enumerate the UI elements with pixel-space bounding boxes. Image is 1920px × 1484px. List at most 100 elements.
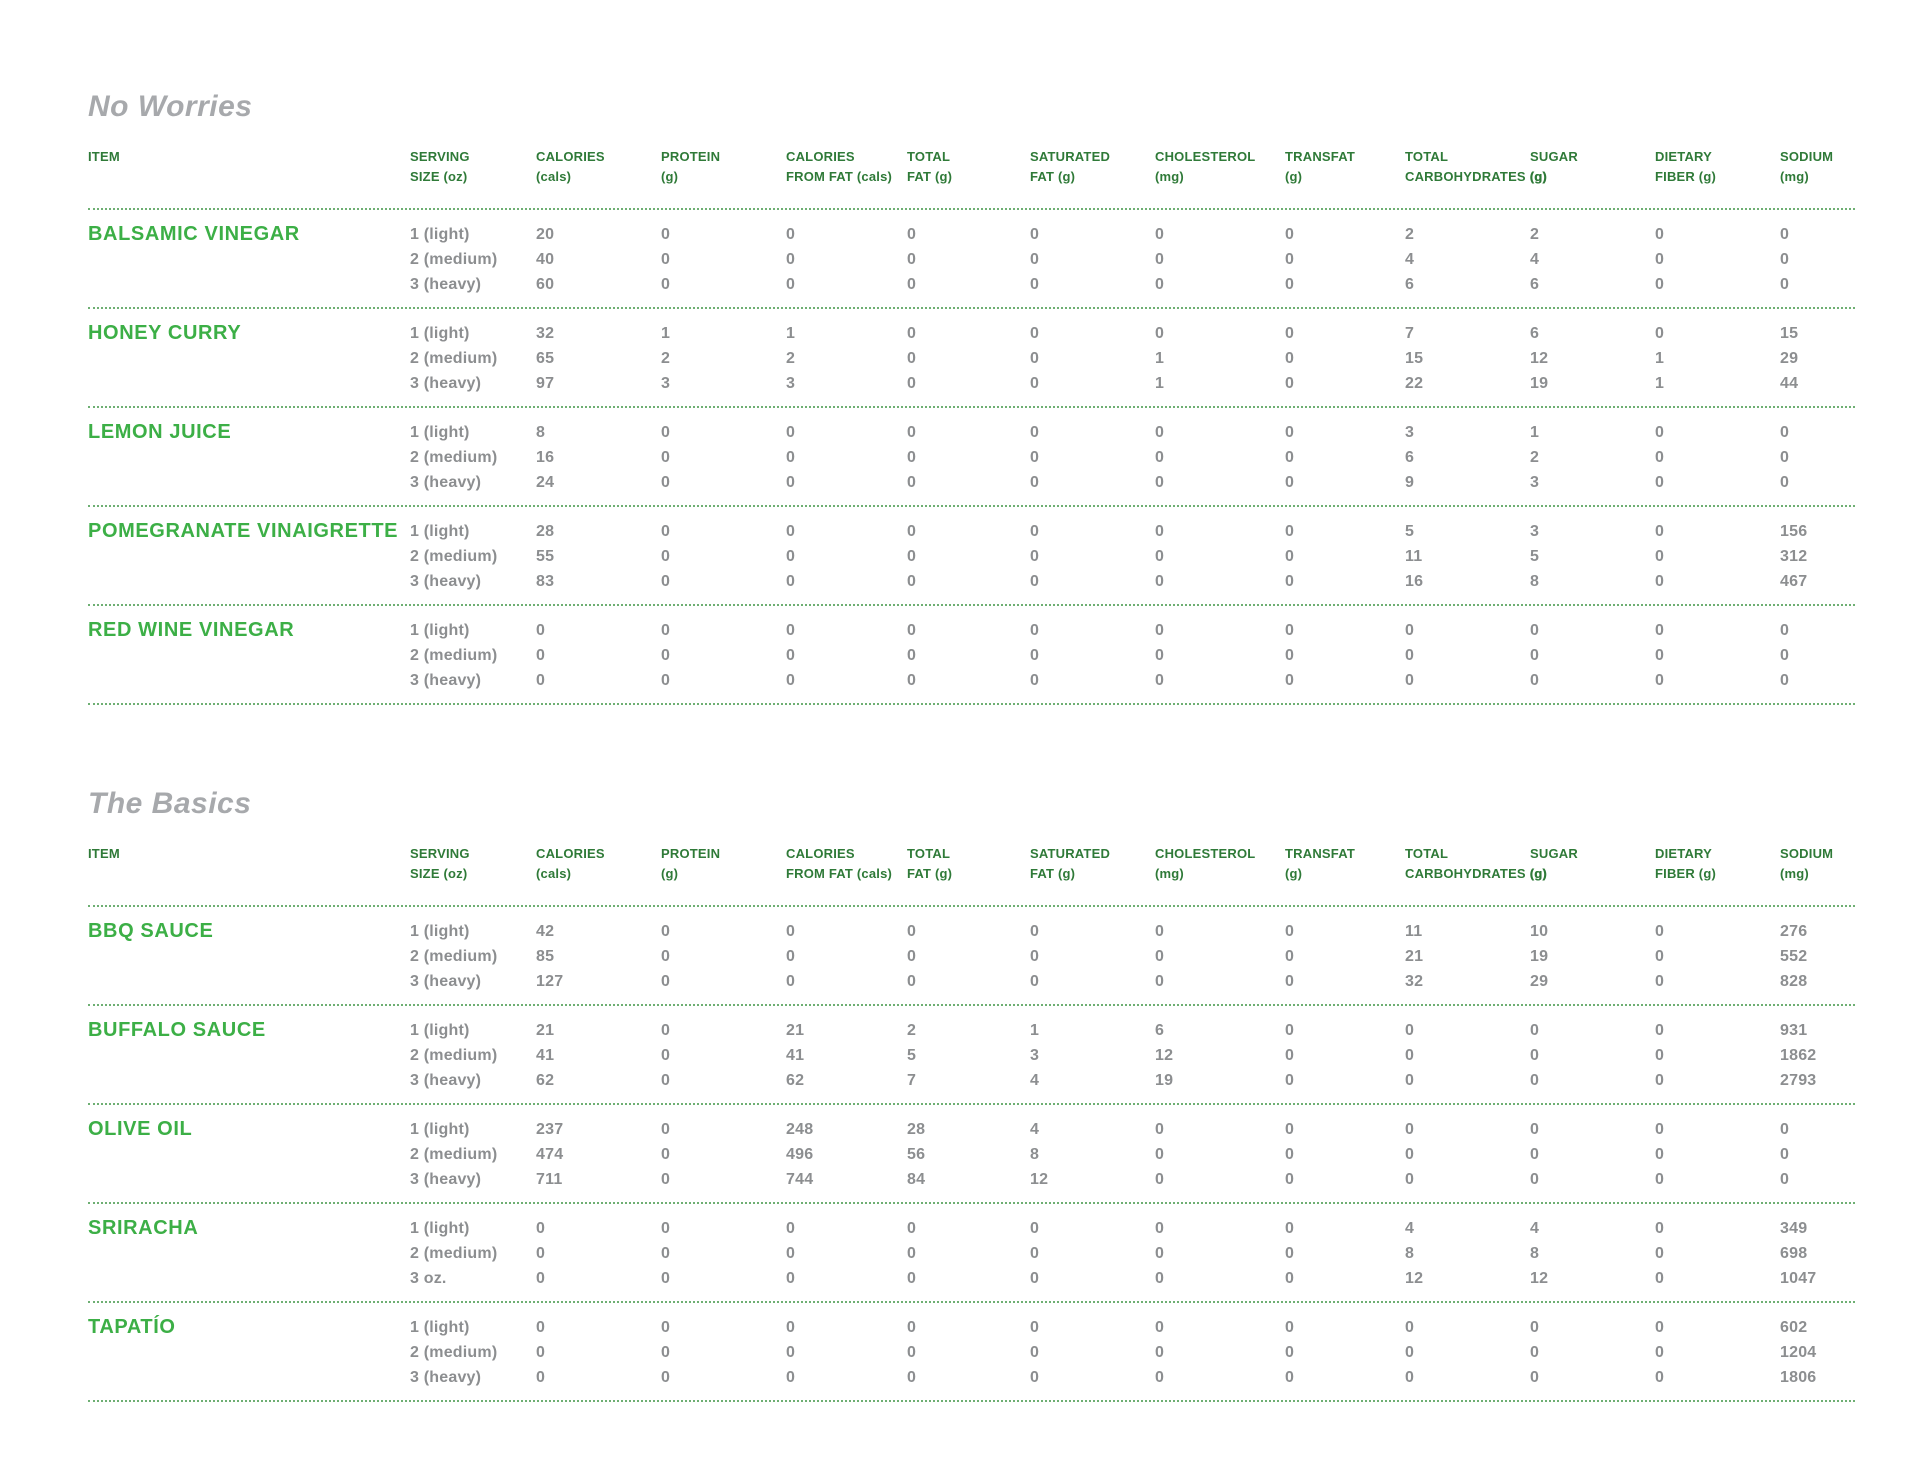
nutrition-value: 0 [661,276,671,293]
nutrition-value: 0 [1155,1344,1165,1361]
nutrition-value: 0 [907,350,917,367]
nutrition-value: 0 [1155,548,1165,565]
nutrition-value: 0 [907,474,917,491]
nutrition-value: 0 [1030,1270,1040,1287]
nutrition-value: 85 [536,948,555,965]
nutrition-value: 0 [1030,647,1040,664]
nutrition-value: 0 [661,548,671,565]
nutrition-value: 0 [907,923,917,940]
nutrition-value: 19 [1530,948,1549,965]
nutrition-value: 0 [1285,573,1295,590]
nutrition-value: 0 [1655,973,1665,990]
dotted-separator [88,604,1855,606]
nutrition-value: 0 [1405,1146,1415,1163]
nutrition-value: 0 [661,923,671,940]
nutrition-value: 0 [1285,474,1295,491]
section-the-basics: The Basics ITEM SERVING SIZE (oz) CALORIES(… [88,787,1855,1414]
nutrition-value: 0 [907,251,917,268]
nutrition-value: 0 [1155,1245,1165,1262]
nutrition-value: 276 [1780,923,1808,940]
nutrition-value: 0 [1285,251,1295,268]
nutrition-value: 0 [1655,276,1665,293]
nutrition-value: 0 [907,672,917,689]
dotted-separator [88,1103,1855,1105]
nutrition-value: 0 [661,449,671,466]
nutrition-value: 7 [907,1072,917,1089]
nutrition-value: 0 [536,1344,546,1361]
nutrition-value: 22 [1405,375,1424,392]
nutrition-value: 4 [1405,251,1415,268]
nutrition-value: 0 [1655,672,1665,689]
nutrition-value: 0 [1655,325,1665,342]
nutrition-value: 8 [1530,1245,1540,1262]
nutrition-value: 0 [1030,1245,1040,1262]
nutrition-value: 0 [786,1319,796,1336]
nutrition-value: 29 [1780,350,1799,367]
nutrition-value: 0 [1030,424,1040,441]
nutrition-value: 0 [1530,1344,1540,1361]
nutrition-value: 0 [1030,226,1040,243]
nutrition-value: 0 [786,276,796,293]
column-header: DIETARY FIBER (g) [1655,846,1717,881]
nutrition-value: 0 [907,1319,917,1336]
nutrition-value: 0 [1530,672,1540,689]
serving-size: 3 (heavy) [410,276,482,293]
nutrition-value: 2 [907,1022,917,1039]
nutrition-value: 41 [536,1047,555,1064]
nutrition-value: 0 [786,622,796,639]
nutrition-value: 0 [1030,1220,1040,1237]
nutrition-value: 0 [1405,1369,1415,1386]
nutrition-value: 12 [1530,350,1549,367]
nutrition-value: 0 [1285,1047,1295,1064]
item-name: POMEGRANATE VINAIGRETTE [88,520,399,542]
nutrition-value: 0 [1405,622,1415,639]
nutrition-value: 1047 [1780,1270,1817,1287]
nutrition-value: 10 [1530,923,1549,940]
dotted-separator [88,406,1855,408]
nutrition-value: 0 [661,1072,671,1089]
nutrition-value: 8 [1530,573,1540,590]
nutrition-value: 21 [536,1022,555,1039]
nutrition-value: 19 [1530,375,1549,392]
nutrition-value: 0 [661,424,671,441]
nutrition-value: 0 [1780,1171,1790,1188]
nutrition-value: 1 [1655,350,1665,367]
dotted-separator [88,703,1855,705]
nutrition-value: 0 [661,1171,671,1188]
nutrition-value: 0 [1155,647,1165,664]
nutrition-value: 11 [1405,548,1423,565]
nutrition-value: 15 [1405,350,1424,367]
nutrition-value: 0 [1530,1146,1540,1163]
nutrition-value: 0 [1285,1245,1295,1262]
nutrition-value: 0 [1030,548,1040,565]
nutrition-value: 41 [786,1047,805,1064]
column-header: ITEM [88,149,120,164]
nutrition-value: 12 [1405,1270,1424,1287]
serving-size: 1 (light) [410,226,470,243]
nutrition-value: 0 [1285,1319,1295,1336]
nutrition-value: 0 [1405,1319,1415,1336]
nutrition-value: 0 [661,1344,671,1361]
nutrition-value: 0 [1655,1369,1665,1386]
nutrition-value: 0 [1155,424,1165,441]
nutrition-value: 0 [1285,923,1295,940]
nutrition-value: 1 [1030,1022,1040,1039]
nutrition-value: 237 [536,1121,564,1138]
column-header: PROTEIN (g) [661,846,721,881]
nutrition-value: 0 [1030,948,1040,965]
column-header: SATURATED FAT (g) [1030,846,1111,881]
nutrition-value: 828 [1780,973,1808,990]
nutrition-value: 0 [661,973,671,990]
nutrition-value: 40 [536,251,555,268]
serving-size: 1 (light) [410,325,470,342]
nutrition-value: 55 [536,548,555,565]
nutrition-value: 0 [661,226,671,243]
nutrition-value: 0 [1155,1319,1165,1336]
nutrition-value: 2 [1405,226,1415,243]
nutrition-value: 0 [661,948,671,965]
nutrition-value: 0 [1155,948,1165,965]
nutrition-value: 4 [1405,1220,1415,1237]
dotted-separator [88,905,1855,907]
nutrition-value: 0 [1030,1319,1040,1336]
nutrition-value: 4 [1030,1121,1040,1138]
